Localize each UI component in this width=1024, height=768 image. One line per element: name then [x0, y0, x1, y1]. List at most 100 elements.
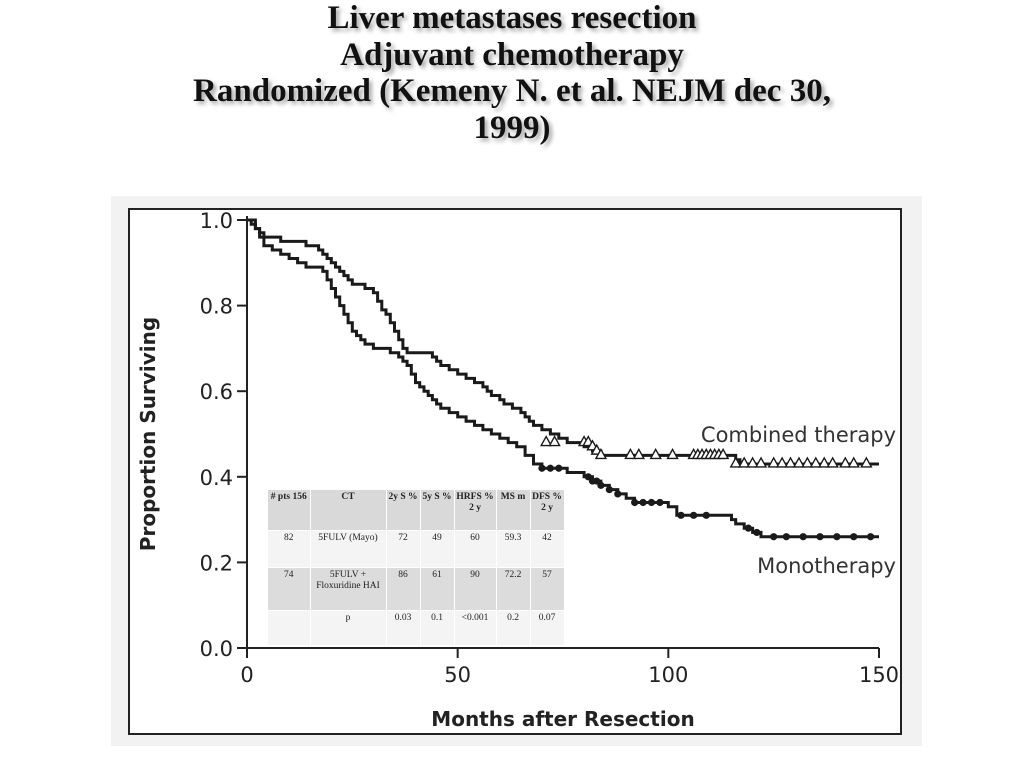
- table-cell: 60: [454, 530, 497, 568]
- censor-marker-combined: [548, 435, 561, 447]
- censor-marker-mono: [555, 464, 563, 472]
- table-cell: 90: [454, 567, 497, 611]
- table-header-cell: MS m: [496, 490, 531, 531]
- x-axis-label: Months after Resection: [431, 707, 694, 731]
- censor-marker-combined: [624, 447, 637, 460]
- table-cell: 82: [268, 530, 311, 568]
- table-row: 82 5FULV (Mayo) 72 49 60 59.3 42: [268, 530, 565, 568]
- table-cell: 72: [386, 530, 421, 568]
- table-cell: [268, 610, 311, 646]
- y-tick-label: 1.0: [200, 209, 233, 233]
- table-header-cell: HRFS % 2 y: [454, 490, 497, 531]
- table-row: 74 5FULV + Floxuridine HAI 86 61 90 72.2…: [268, 567, 565, 611]
- table-cell: 0.07: [530, 610, 565, 646]
- censor-marker-combined: [767, 456, 780, 468]
- censor-marker-mono: [782, 533, 790, 541]
- table-cell: 74: [268, 567, 311, 611]
- table-cell: 49: [420, 530, 455, 568]
- censor-marker-combined: [775, 456, 789, 468]
- censor-marker-combined: [792, 456, 806, 468]
- censor-marker-mono: [597, 481, 605, 489]
- title-line-1: Liver metastases resection: [327, 0, 697, 36]
- censor-marker-mono: [647, 498, 656, 507]
- censor-marker-combined: [826, 456, 839, 468]
- censor-marker-mono: [546, 464, 554, 472]
- results-table: # pts 156 CT 2y S % 5y S % HRFS % 2 y MS…: [268, 490, 565, 646]
- x-tick-label: 50: [444, 663, 471, 687]
- table-cell: 0.2: [496, 610, 531, 646]
- curve-label-mono: Monotherapy: [757, 554, 896, 578]
- table-cell: 61: [420, 567, 455, 611]
- table-header-cell: 2y S %: [386, 490, 421, 531]
- censor-marker-mono: [639, 498, 647, 507]
- table-cell: 86: [386, 567, 421, 611]
- censor-marker-combined: [754, 456, 768, 468]
- censor-marker-mono: [816, 533, 824, 541]
- y-axis-label: Proportion Surviving: [136, 317, 160, 551]
- censor-marker-mono: [770, 533, 778, 541]
- censor-marker-combined: [839, 456, 852, 468]
- censor-marker-mono: [538, 464, 546, 472]
- table-header-row: # pts 156 CT 2y S % 5y S % HRFS % 2 y MS…: [268, 490, 565, 531]
- table-cell: <0.001: [454, 610, 497, 646]
- table-cell: 5FULV + Floxuridine HAI: [310, 567, 387, 611]
- censor-marker-mono: [605, 486, 613, 494]
- axes-layer: 0.0 0.2 0.4 0.6 0.8 1.0 0 50 100 150: [200, 209, 899, 687]
- markers-layer: [538, 435, 875, 541]
- table-cell: 57: [530, 567, 565, 611]
- censor-marker-mono: [866, 533, 875, 541]
- censor-marker-combined: [784, 456, 797, 468]
- censor-marker-mono: [631, 498, 639, 507]
- censor-marker-combined: [632, 447, 646, 460]
- censor-marker-combined: [809, 456, 822, 468]
- table-header-cell: CT: [310, 490, 387, 531]
- title-line-3: Randomized (Kemeny N. et al. NEJM dec 30…: [193, 73, 831, 109]
- censor-marker-mono: [702, 511, 710, 519]
- censor-marker-mono: [833, 533, 841, 541]
- censor-marker-combined: [666, 447, 679, 460]
- survival-curve-combined: [247, 218, 879, 466]
- table-header-cell: 5y S %: [420, 490, 455, 531]
- table-cell: 42: [530, 530, 565, 568]
- survival-chart: 0.0 0.2 0.4 0.6 0.8 1.0 0 50 100 150 Months after…: [128, 208, 902, 735]
- figure-panel: 0.0 0.2 0.4 0.6 0.8 1.0 0 50 100 150 Months after…: [111, 196, 922, 746]
- censor-marker-mono: [690, 511, 698, 519]
- censor-marker-mono: [799, 533, 807, 541]
- censor-marker-combined: [801, 456, 814, 468]
- curves-layer: [247, 218, 879, 539]
- censor-marker-combined: [539, 435, 553, 447]
- plot-frame: [128, 208, 902, 735]
- table-header-cell: # pts 156: [268, 490, 311, 531]
- censor-marker-combined: [729, 456, 742, 468]
- slide-title: Liver metastases resection Adjuvant chem…: [0, 0, 1024, 146]
- table-header-cell: DFS % 2 y: [530, 490, 565, 531]
- table-cell: 0.03: [386, 610, 421, 646]
- table-cell: p: [310, 610, 387, 646]
- censor-marker-mono: [677, 511, 685, 519]
- censor-marker-combined: [649, 447, 662, 460]
- censor-marker-combined: [847, 456, 860, 468]
- censor-marker-combined: [594, 447, 608, 460]
- table-cell: 59.3: [496, 530, 531, 568]
- censor-marker-mono: [744, 524, 752, 532]
- censor-marker-combined: [818, 456, 831, 468]
- censor-marker-combined: [737, 456, 751, 468]
- curve-label-combined: Combined therapy: [701, 423, 896, 447]
- y-tick-label: 0.4: [200, 466, 233, 490]
- table-cell: 72.2: [496, 567, 531, 611]
- y-tick-label: 0.6: [200, 380, 233, 404]
- censor-marker-mono: [656, 498, 664, 507]
- x-tick-label: 100: [648, 663, 688, 687]
- labels-layer: Months after Resection Proportion Survivi…: [136, 317, 896, 731]
- title-line-2: Adjuvant chemotherapy: [340, 36, 684, 73]
- table-cell: 0.1: [420, 610, 455, 646]
- y-tick-label: 0.2: [200, 551, 233, 575]
- survival-curve-mono: [247, 218, 879, 539]
- table-row: p 0.03 0.1 <0.001 0.2 0.07: [268, 610, 565, 646]
- x-tick-label: 0: [240, 663, 253, 687]
- censor-marker-combined: [716, 447, 730, 460]
- censor-marker-mono: [753, 528, 761, 537]
- y-tick-label: 0.0: [200, 637, 233, 661]
- censor-marker-mono: [614, 490, 622, 498]
- censor-marker-combined: [746, 456, 759, 468]
